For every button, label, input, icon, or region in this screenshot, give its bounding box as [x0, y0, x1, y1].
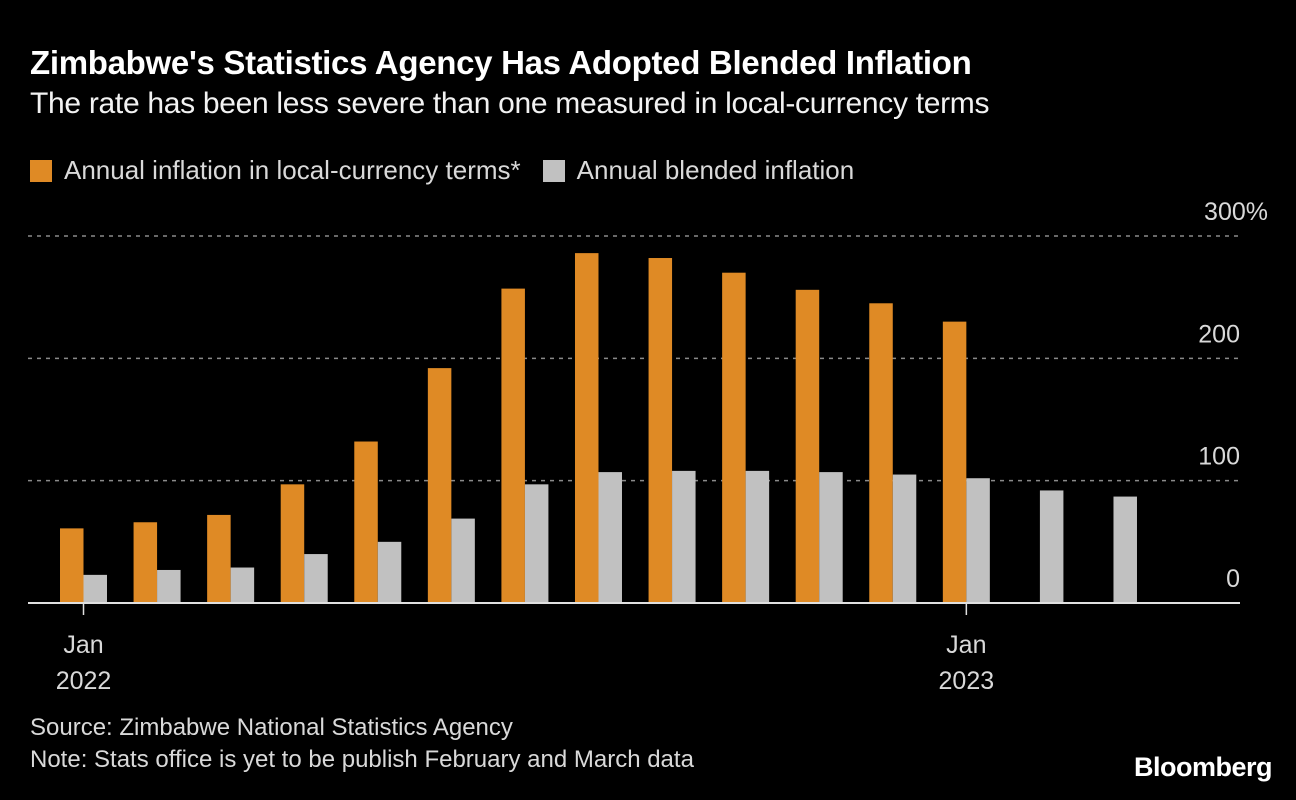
legend-item-local-currency: Annual inflation in local-currency terms…: [30, 155, 521, 186]
bar-local-currency: [722, 272, 746, 603]
legend-item-blended: Annual blended inflation: [542, 155, 855, 186]
bloomberg-logo: Bloomberg: [1133, 752, 1273, 782]
bar-local-currency: [207, 514, 231, 603]
bar-blended: [304, 554, 328, 603]
bar-local-currency: [574, 253, 599, 604]
axes: 0 100 200 300% Jan 2022 Jan 2023: [28, 198, 1268, 695]
bar-blended: [672, 470, 696, 603]
bar-blended: [1113, 496, 1137, 603]
y-tick-label: 0: [1226, 565, 1240, 593]
bar-blended: [230, 567, 255, 603]
bars: [60, 253, 1137, 604]
y-tick-label: 100: [1198, 443, 1240, 471]
legend-swatch-orange: [30, 159, 52, 182]
data-note: Note: Stats office is yet to be publish …: [30, 746, 694, 773]
legend-label: Annual blended inflation: [576, 155, 855, 185]
x-tick-label-year: 2023: [939, 667, 995, 695]
y-tick-label: 300%: [1204, 198, 1268, 226]
legend-label: Annual inflation in local-currency terms…: [64, 155, 521, 185]
bar-blended: [598, 472, 622, 603]
bar-local-currency: [869, 303, 893, 603]
x-tick-label-month: Jan: [63, 631, 103, 659]
bar-blended: [1039, 490, 1064, 603]
x-tick-label-month: Jan: [946, 631, 986, 659]
legend-swatch-grey: [542, 159, 565, 182]
chart-subtitle: The rate has been less severe than one m…: [30, 87, 990, 120]
bar-blended: [892, 474, 917, 603]
bar-blended: [966, 478, 990, 603]
chart-title: Zimbabwe's Statistics Agency Has Adopted…: [30, 44, 972, 81]
bar-blended: [524, 484, 549, 603]
bar-local-currency: [427, 368, 452, 603]
bar-blended: [745, 470, 770, 603]
bar-blended: [83, 574, 107, 603]
bar-blended: [157, 569, 181, 603]
x-tick-label-year: 2022: [56, 667, 112, 695]
bar-blended: [451, 518, 475, 603]
bar-local-currency: [133, 522, 158, 603]
legend: Annual inflation in local-currency terms…: [30, 155, 876, 186]
bar-local-currency: [501, 288, 525, 603]
gridlines: [28, 235, 1240, 482]
source-note: Source: Zimbabwe National Statistics Age…: [30, 714, 513, 741]
bar-blended: [377, 541, 402, 603]
bar-blended: [819, 472, 843, 603]
bar-local-currency: [280, 484, 305, 603]
y-tick-label: 200: [1198, 320, 1240, 348]
bar-local-currency: [354, 441, 378, 603]
bar-local-currency: [648, 258, 673, 603]
bar-local-currency: [942, 321, 967, 603]
bar-local-currency: [795, 289, 820, 603]
bar-local-currency: [60, 528, 84, 603]
